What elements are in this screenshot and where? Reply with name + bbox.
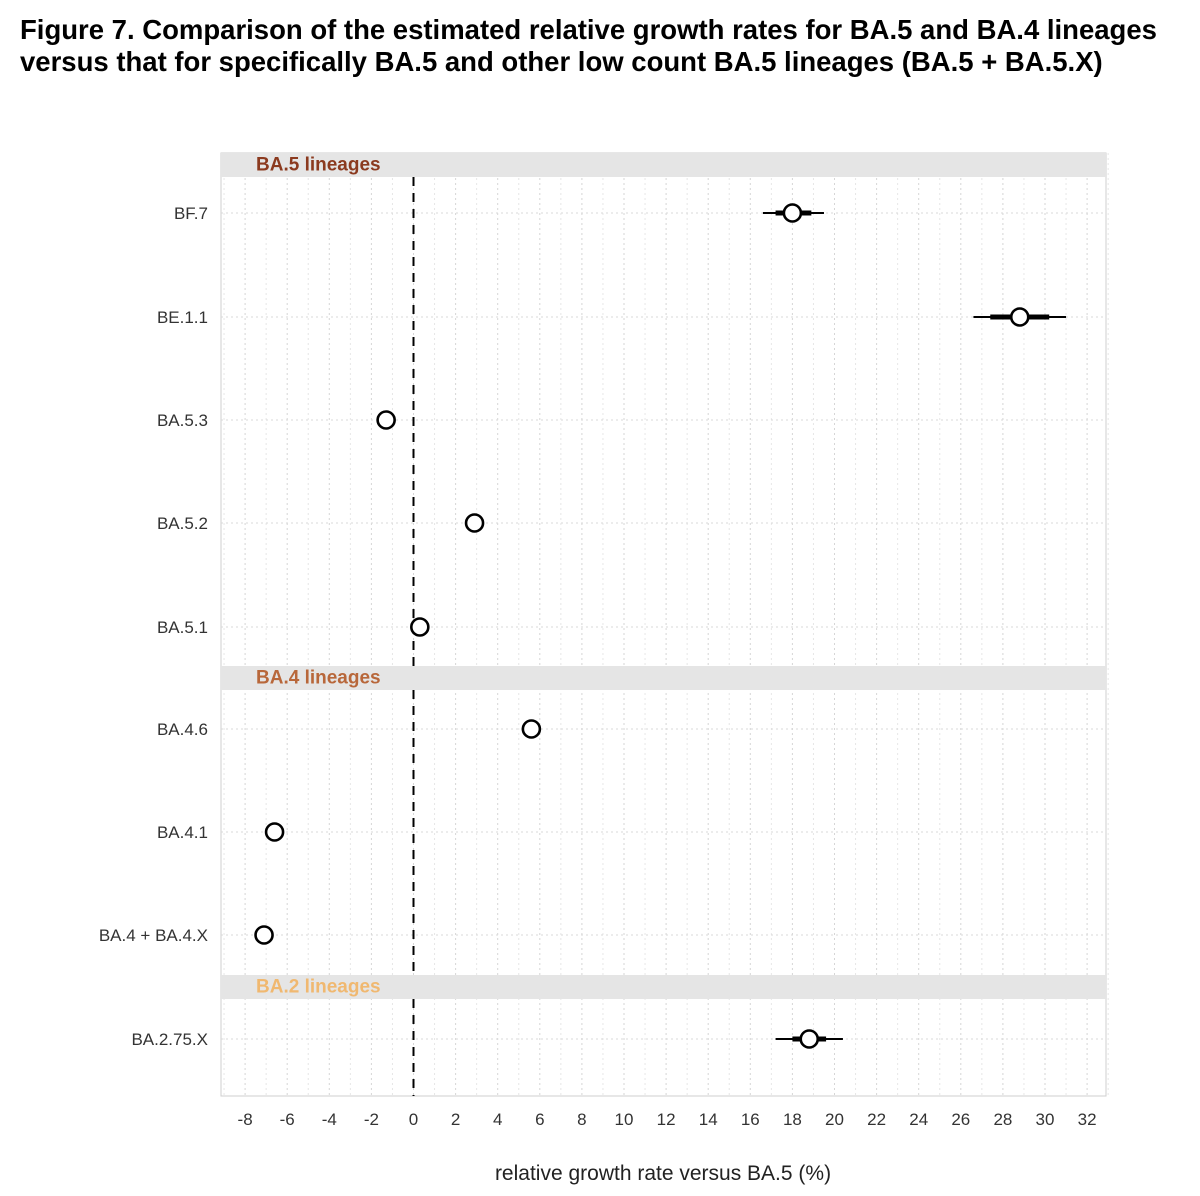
x-tick-label: -6 <box>280 1110 295 1129</box>
panel-strip <box>221 975 1106 999</box>
x-tick-label: 8 <box>577 1110 586 1129</box>
point-estimate <box>782 203 803 223</box>
panel-strip <box>221 666 1106 690</box>
panel-strip-label: BA.5 lineages <box>256 155 381 176</box>
figure-caption: Figure 7. Comparison of the estimated re… <box>20 14 1157 77</box>
point-estimate <box>799 1029 820 1049</box>
panel-strip <box>221 153 1106 177</box>
point-estimate <box>264 822 285 842</box>
x-tick-label: 4 <box>493 1110 502 1129</box>
data-marks <box>254 203 1067 1049</box>
panel-strip-label: BA.2 lineages <box>256 977 381 998</box>
point-estimate <box>376 410 396 430</box>
x-tick-label: 6 <box>535 1110 544 1129</box>
x-tick-label: 16 <box>741 1110 760 1129</box>
y-tick-label: BE.1.1 <box>157 308 208 327</box>
y-tick-label: BA.5.2 <box>157 514 208 533</box>
x-tick-label: 30 <box>1036 1110 1055 1129</box>
x-tick-label: 32 <box>1078 1110 1097 1129</box>
x-tick-label: 22 <box>867 1110 886 1129</box>
x-tick-label: 20 <box>825 1110 844 1129</box>
x-tick-label: 24 <box>909 1110 928 1129</box>
y-tick-labels: BF.7 BE.1.1 BA.5.3 BA.5.2 BA.5.1 BA.4.6 BA.4.1… <box>99 204 208 1049</box>
y-tick-label: BA.4 + BA.4.X <box>99 926 208 945</box>
y-tick-label: BA.4.1 <box>157 823 208 842</box>
plot-border <box>220 152 1107 1097</box>
x-tick-label: -4 <box>322 1110 337 1129</box>
plot-background <box>220 152 1107 1097</box>
panel-strip-label: BA.4 lineages <box>256 668 381 689</box>
x-tick-label: 12 <box>657 1110 676 1129</box>
y-tick-label: BA.5.3 <box>157 411 208 430</box>
panel-strips: BA.5 lineages BA.4 lineages BA.2 lineages <box>221 153 1106 999</box>
x-axis-label: relative growth rate versus BA.5 (%) <box>495 1162 831 1185</box>
point-estimate <box>1009 307 1030 327</box>
x-tick-label: 26 <box>951 1110 970 1129</box>
x-tick-label: 2 <box>451 1110 460 1129</box>
x-tick-label: 14 <box>699 1110 718 1129</box>
point-estimate <box>521 719 542 739</box>
y-tick-label: BF.7 <box>174 204 208 223</box>
x-tick-label: 28 <box>993 1110 1012 1129</box>
x-tick-label: 18 <box>783 1110 802 1129</box>
x-tick-label: 0 <box>409 1110 418 1129</box>
y-tick-label: BA.2.75.X <box>131 1030 208 1049</box>
x-tick-label: -2 <box>364 1110 379 1129</box>
x-tick-labels: -8 -6 -4 -2 0 2 4 6 8 10 12 14 16 18 20 22 24 26 28 30 32 <box>238 1110 1097 1129</box>
point-estimate <box>464 513 485 533</box>
point-estimate <box>254 925 274 945</box>
y-tick-label: BA.5.1 <box>157 618 208 637</box>
x-tick-label: -8 <box>238 1110 253 1129</box>
y-tick-label: BA.4.6 <box>157 720 208 739</box>
point-estimate <box>410 617 430 637</box>
x-tick-label: 10 <box>615 1110 634 1129</box>
